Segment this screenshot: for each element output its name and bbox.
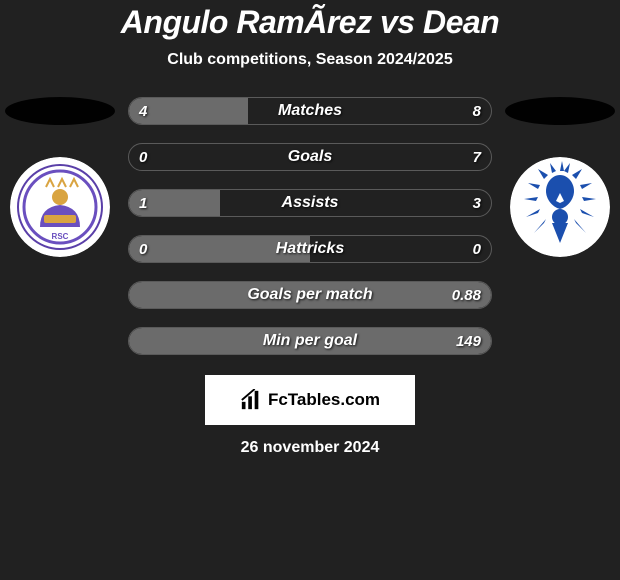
stat-label: Min per goal: [129, 332, 491, 350]
right-side: [500, 97, 620, 257]
stat-label: Goals per match: [129, 286, 491, 304]
comparison-card: Angulo RamÃrez vs Dean Club competitions…: [0, 0, 620, 580]
stat-row: 0Hattricks0: [128, 235, 492, 263]
stat-row: 1Assists3: [128, 189, 492, 217]
stat-value-right: 8: [473, 103, 481, 120]
player-silhouette-right: [505, 97, 615, 125]
stat-label: Assists: [129, 194, 491, 212]
page-title: Angulo RamÃrez vs Dean: [121, 4, 499, 41]
gent-crest-icon: [510, 157, 610, 257]
main-row: RSC 4Matches80Goals71Assists30Hattricks0…: [0, 97, 620, 355]
stats-column: 4Matches80Goals71Assists30Hattricks0Goal…: [120, 97, 500, 355]
stat-label: Goals: [129, 148, 491, 166]
brand-badge[interactable]: FcTables.com: [205, 375, 415, 425]
left-side: RSC: [0, 97, 120, 257]
anderlecht-crest-icon: RSC: [10, 157, 110, 257]
stat-row: Goals per match0.88: [128, 281, 492, 309]
player-silhouette-left: [5, 97, 115, 125]
stat-value-right: 0: [473, 241, 481, 258]
stat-row: 0Goals7: [128, 143, 492, 171]
stat-label: Hattricks: [129, 240, 491, 258]
page-subtitle: Club competitions, Season 2024/2025: [167, 51, 452, 69]
team-crest-left: RSC: [10, 157, 110, 257]
stat-value-right: 149: [456, 333, 481, 350]
bars-icon: [240, 389, 262, 411]
brand-label: FcTables.com: [268, 390, 380, 410]
stat-label: Matches: [129, 102, 491, 120]
team-crest-right: [510, 157, 610, 257]
date-label: 26 november 2024: [241, 439, 380, 457]
stat-row: 4Matches8: [128, 97, 492, 125]
stat-value-right: 0.88: [452, 287, 481, 304]
svg-text:RSC: RSC: [52, 232, 69, 241]
stat-row: Min per goal149: [128, 327, 492, 355]
stat-value-right: 3: [473, 195, 481, 212]
stat-value-right: 7: [473, 149, 481, 166]
